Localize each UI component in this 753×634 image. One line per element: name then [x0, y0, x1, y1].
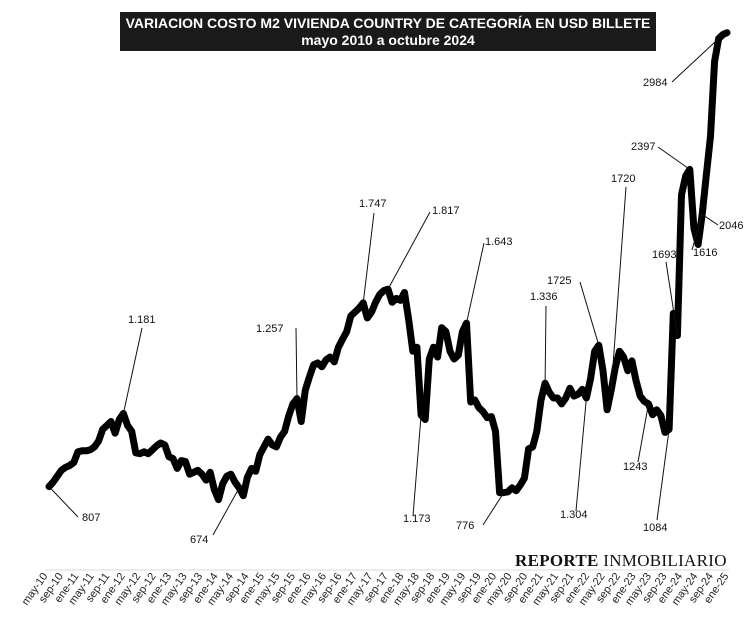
annotation-leader-line	[122, 327, 143, 414]
data-label: 1084	[643, 522, 667, 534]
data-label: 1.304	[560, 509, 588, 521]
annotation-leader-line	[544, 305, 547, 384]
data-label: 807	[82, 512, 100, 524]
annotation-leader-line	[482, 492, 505, 526]
annotation-leader-line	[212, 487, 240, 536]
series-layer	[45, 29, 731, 504]
annotation-leader-line	[48, 486, 79, 518]
data-label: 1725	[547, 275, 571, 287]
data-label: 1693	[652, 249, 676, 261]
x-axis: may-10sep-10ene-11may-11sep-11ene-12may-…	[20, 569, 731, 608]
chart-title: VARIACION COSTO M2 VIVIENDA COUNTRY DE C…	[125, 15, 651, 31]
annotation-leader-line	[657, 146, 691, 170]
annotation-leader-line	[575, 397, 587, 512]
data-label: 1.747	[359, 198, 387, 210]
annotation-leader-line	[295, 327, 298, 399]
data-label: 1616	[693, 247, 717, 259]
data-label: 1.336	[530, 291, 558, 303]
annotation-leader-line	[466, 242, 485, 324]
annotation-leader-line	[610, 186, 627, 391]
annotation-leader-line	[656, 429, 670, 521]
brand-part-1: REPORTE	[515, 551, 599, 570]
chart-title-box: VARIACION COSTO M2 VIVIENDA COUNTRY DE C…	[120, 12, 656, 51]
chart-subtitle: mayo 2010 a octubre 2024	[301, 32, 475, 48]
annotations-layer: 807 1.181 674 1.257 1.747 1.817 1.173 1.643 776 1…	[48, 34, 743, 546]
data-label: 1.817	[432, 205, 460, 217]
series-line	[45, 29, 731, 504]
data-label: 2984	[643, 77, 667, 89]
annotation-leader-line	[691, 214, 703, 251]
data-label: 1.173	[403, 513, 431, 525]
annotation-leader-line	[701, 213, 719, 226]
data-label: 1.181	[128, 314, 156, 326]
annotation-leader-line	[671, 34, 724, 83]
annotation-leader-line	[412, 414, 422, 517]
data-label: 2397	[631, 141, 655, 153]
data-label: 2046	[719, 220, 743, 232]
annotation-leader-line	[579, 281, 600, 346]
data-label: 1.257	[256, 323, 284, 335]
annotation-leader-line	[387, 211, 431, 290]
brand-part-2: INMOBILIARIO	[603, 551, 727, 570]
annotation-leader-line	[665, 261, 678, 336]
data-label: 1.643	[485, 236, 513, 248]
data-label: 1720	[611, 173, 635, 185]
brand-logo-text: REPORTE INMOBILIARIO	[515, 551, 727, 571]
data-label: 776	[456, 520, 474, 532]
annotation-leader-line	[637, 403, 649, 463]
data-label: 1243	[623, 461, 647, 473]
data-label: 674	[190, 534, 208, 546]
annotation-leader-line	[362, 212, 375, 303]
